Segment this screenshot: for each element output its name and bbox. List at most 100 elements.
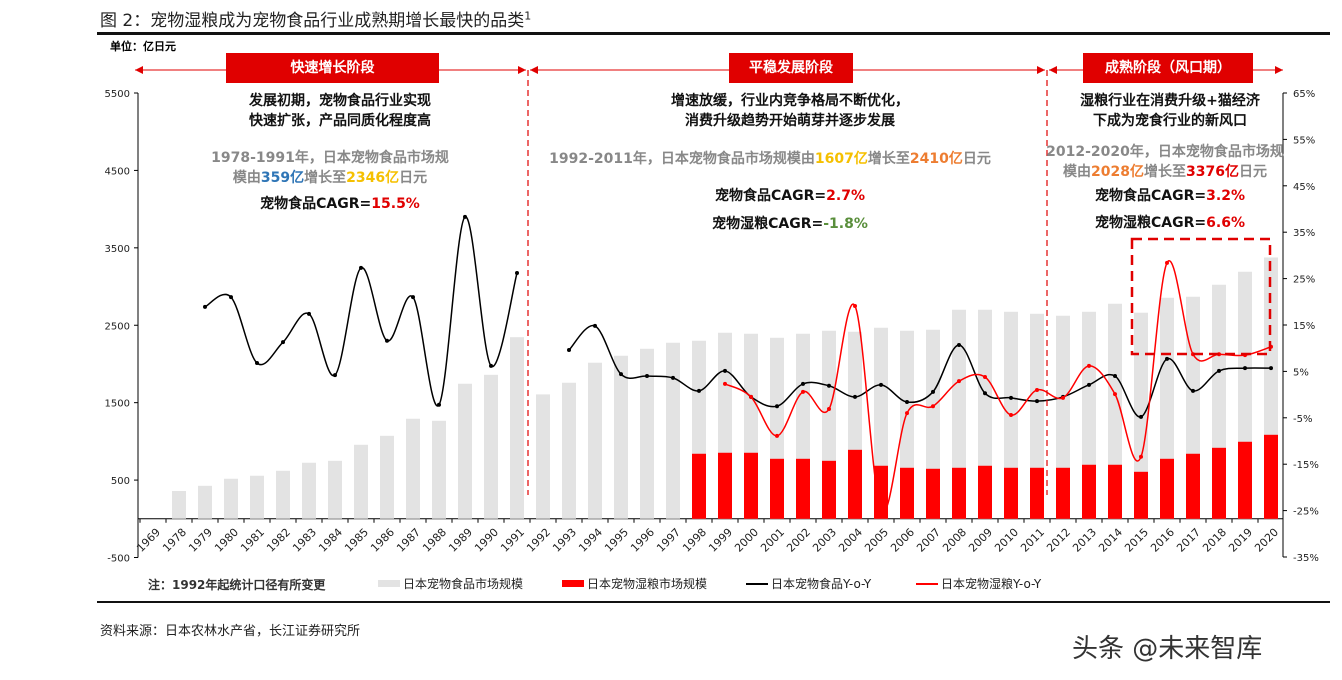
- cagr-value: 3.2%: [1206, 188, 1245, 204]
- bar-food-size: [198, 485, 212, 519]
- stat-start-value: 2028亿: [1091, 164, 1144, 180]
- line-wet-yoy-point: [723, 381, 727, 386]
- note: 注：1992年起统计口径有所变更: [148, 578, 326, 592]
- line-food-yoy-point: [203, 304, 207, 309]
- title-footnote: 1: [524, 9, 532, 23]
- category-label: 1989: [446, 526, 475, 555]
- legend-swatch: [562, 580, 584, 587]
- stat-line: 1978-1991年，日本宠物食品市场规: [211, 150, 449, 166]
- right-tick-label: 45%: [1293, 182, 1315, 193]
- category-label: 1985: [342, 526, 371, 555]
- desc-line: 湿粮行业在消费升级+猫经济: [1080, 93, 1260, 109]
- desc-line: 快速扩张，产品同质化程度高: [249, 113, 431, 129]
- phase1-desc: 发展初期，宠物食品行业实现 快速扩张，产品同质化程度高: [190, 91, 490, 131]
- category-label: 2017: [1174, 526, 1203, 555]
- cagr-value: -1.8%: [823, 216, 868, 232]
- desc-line: 增速放缓，行业内竞争格局不断优化，: [671, 93, 909, 109]
- line-food-yoy-point: [567, 348, 571, 353]
- phase2-stat: 1992-2011年，日本宠物食品市场规模由1607亿增长至2410亿日元: [530, 149, 1010, 169]
- line-food-yoy-point: [411, 295, 415, 300]
- source-note: 资料来源：日本农林水产省，长江证券研究所: [100, 624, 361, 639]
- line-wet-yoy-point: [957, 379, 961, 384]
- bar-wet-size: [796, 458, 810, 519]
- bar-food-size: [484, 374, 498, 519]
- line-food-yoy-point: [1139, 414, 1143, 419]
- desc-line: 发展初期，宠物食品行业实现: [249, 93, 431, 109]
- phase2-cagr-wet: 宠物湿粮CAGR=-1.8%: [640, 214, 940, 234]
- line-food-yoy-point: [307, 311, 311, 316]
- category-label: 1988: [420, 526, 449, 555]
- phase3-stat: 2012-2020年，日本宠物食品市场规 模由2028亿增长至3376亿日元: [1040, 142, 1290, 182]
- desc-line: 消费升级趋势开始萌芽并逐步发展: [685, 113, 895, 129]
- stat-start-value: 359亿: [260, 170, 305, 186]
- bar-wet-size: [1108, 464, 1122, 519]
- line-food-yoy: [568, 324, 1272, 418]
- bottom-rule: [97, 601, 1330, 603]
- phase-label-stable: 平稳发展阶段: [729, 53, 853, 83]
- category-label: 2001: [758, 526, 787, 555]
- phase-label-mature: 成熟阶段（风口期）: [1083, 53, 1253, 83]
- bar-food-size: [250, 475, 264, 519]
- line-wet-yoy-point: [801, 389, 805, 394]
- legend-swatch: [378, 580, 400, 587]
- category-label: 1997: [654, 526, 683, 555]
- category-label: 2015: [1122, 526, 1151, 555]
- bar-food-size: [354, 444, 368, 519]
- bar-food-size: [458, 383, 472, 519]
- right-tick-label: -5%: [1293, 414, 1312, 425]
- category-label: 2016: [1148, 526, 1177, 555]
- bar-food-size: [302, 462, 316, 519]
- line-food-yoy-point: [229, 295, 233, 300]
- left-tick-label: 5500: [105, 89, 130, 100]
- phase1-stat: 1978-1991年，日本宠物食品市场规 模由359亿增长至2346亿日元: [170, 148, 490, 188]
- line-food-yoy-point: [515, 271, 519, 276]
- line-wet-yoy-point: [1035, 387, 1039, 392]
- line-food-yoy: [204, 216, 518, 407]
- line-food-yoy-point: [879, 382, 883, 387]
- bar-wet-size: [1134, 471, 1148, 519]
- category-label: 1983: [290, 526, 319, 555]
- arrow-right-icon: [518, 66, 526, 74]
- category-label: 2004: [836, 526, 865, 555]
- bar-wet-size: [952, 467, 966, 519]
- line-food-yoy-point: [1035, 399, 1039, 404]
- line-food-yoy-point: [983, 391, 987, 396]
- line-food-yoy-point: [1165, 356, 1169, 361]
- category-label: 1991: [498, 526, 527, 555]
- category-label: 2000: [732, 526, 761, 555]
- stat-line: 2012-2020年，日本宠物食品市场规: [1046, 144, 1284, 160]
- bar-food-size: [614, 355, 628, 519]
- bar-wet-size: [1082, 464, 1096, 519]
- unit-label: 单位：亿日元: [110, 40, 176, 53]
- left-tick-label: 500: [111, 476, 130, 487]
- stat-text: 增长至: [304, 170, 347, 186]
- category-label: 1998: [680, 526, 709, 555]
- category-label: 2009: [966, 526, 995, 555]
- line-food-yoy-point: [905, 400, 909, 405]
- left-tick-label: 1500: [105, 399, 130, 410]
- line-food-yoy-point: [957, 342, 961, 347]
- line-food-yoy-point: [593, 323, 597, 328]
- cagr-label: 宠物湿粮CAGR=: [712, 216, 824, 232]
- legend-item-food-yoy: 日本宠物食品Y-o-Y: [746, 575, 871, 592]
- line-wet-yoy-point: [1113, 392, 1117, 397]
- right-tick-label: -35%: [1293, 553, 1319, 564]
- line-food-yoy-point: [853, 394, 857, 399]
- bar-wet-size: [1186, 453, 1200, 519]
- line-food-yoy-point: [1269, 366, 1273, 371]
- stat-text: 模由: [232, 170, 261, 186]
- line-food-yoy-point: [1113, 374, 1117, 379]
- bar-wet-size: [1212, 447, 1226, 519]
- cagr-value: 15.5%: [371, 196, 420, 212]
- cagr-value: 6.6%: [1206, 215, 1245, 231]
- category-label: 2020: [1252, 526, 1281, 555]
- category-label: 2002: [784, 526, 813, 555]
- cagr-label: 宠物食品CAGR=: [715, 188, 827, 204]
- right-tick-label: 35%: [1293, 228, 1315, 239]
- category-label: 1999: [706, 526, 735, 555]
- arrow-left-icon: [135, 66, 143, 74]
- line-food-yoy-point: [333, 373, 337, 378]
- bar-food-size: [588, 362, 602, 519]
- bar-food-size: [952, 309, 966, 519]
- bar-food-size: [172, 490, 186, 519]
